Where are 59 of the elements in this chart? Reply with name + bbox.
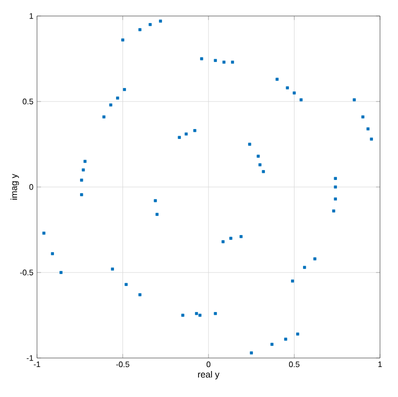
- point: [370, 138, 373, 141]
- point: [158, 20, 162, 23]
- point: [262, 170, 265, 174]
- point: [80, 193, 84, 196]
- point: [156, 212, 159, 216]
- point: [184, 132, 188, 136]
- point: [154, 199, 157, 202]
- x-axis-title: real y: [198, 371, 220, 380]
- point: [181, 314, 184, 317]
- point: [248, 142, 252, 146]
- point: [214, 58, 217, 62]
- point: [286, 86, 289, 90]
- point: [110, 268, 114, 271]
- point: [138, 28, 142, 32]
- point: [292, 91, 296, 94]
- point: [303, 266, 306, 269]
- point: [240, 235, 243, 238]
- point: [313, 257, 316, 260]
- point: [178, 136, 181, 139]
- point: [198, 314, 202, 317]
- point: [352, 98, 356, 102]
- point: [334, 186, 337, 188]
- point: [256, 154, 260, 158]
- point: [60, 271, 63, 274]
- point: [84, 160, 87, 163]
- point: [296, 332, 300, 336]
- point: [361, 115, 364, 118]
- point: [334, 176, 337, 180]
- point: [200, 57, 204, 60]
- point: [193, 129, 196, 132]
- point: [80, 178, 84, 182]
- point: [270, 342, 274, 346]
- point: [42, 232, 46, 235]
- point: [194, 312, 198, 316]
- point: [122, 88, 126, 92]
- point: [300, 98, 303, 102]
- point: [82, 168, 85, 172]
- point: [258, 163, 262, 166]
- point: [102, 115, 106, 118]
- point: [148, 23, 152, 26]
- point: [222, 60, 226, 64]
- y-axis-title: imag y: [10, 174, 19, 200]
- point: [138, 293, 142, 296]
- point: [250, 351, 253, 354]
- point: [214, 312, 217, 316]
- point: [222, 240, 225, 244]
- point: [366, 127, 370, 130]
- point: [116, 96, 120, 100]
- point: [229, 236, 232, 240]
- point: [121, 38, 124, 42]
- point: [291, 280, 294, 283]
- point: [332, 209, 336, 212]
- point: [109, 103, 112, 106]
- point: [50, 252, 54, 256]
- point: [231, 60, 234, 64]
- point: [334, 197, 337, 200]
- point: [284, 338, 288, 341]
- point: [276, 78, 279, 81]
- point: [124, 282, 128, 286]
